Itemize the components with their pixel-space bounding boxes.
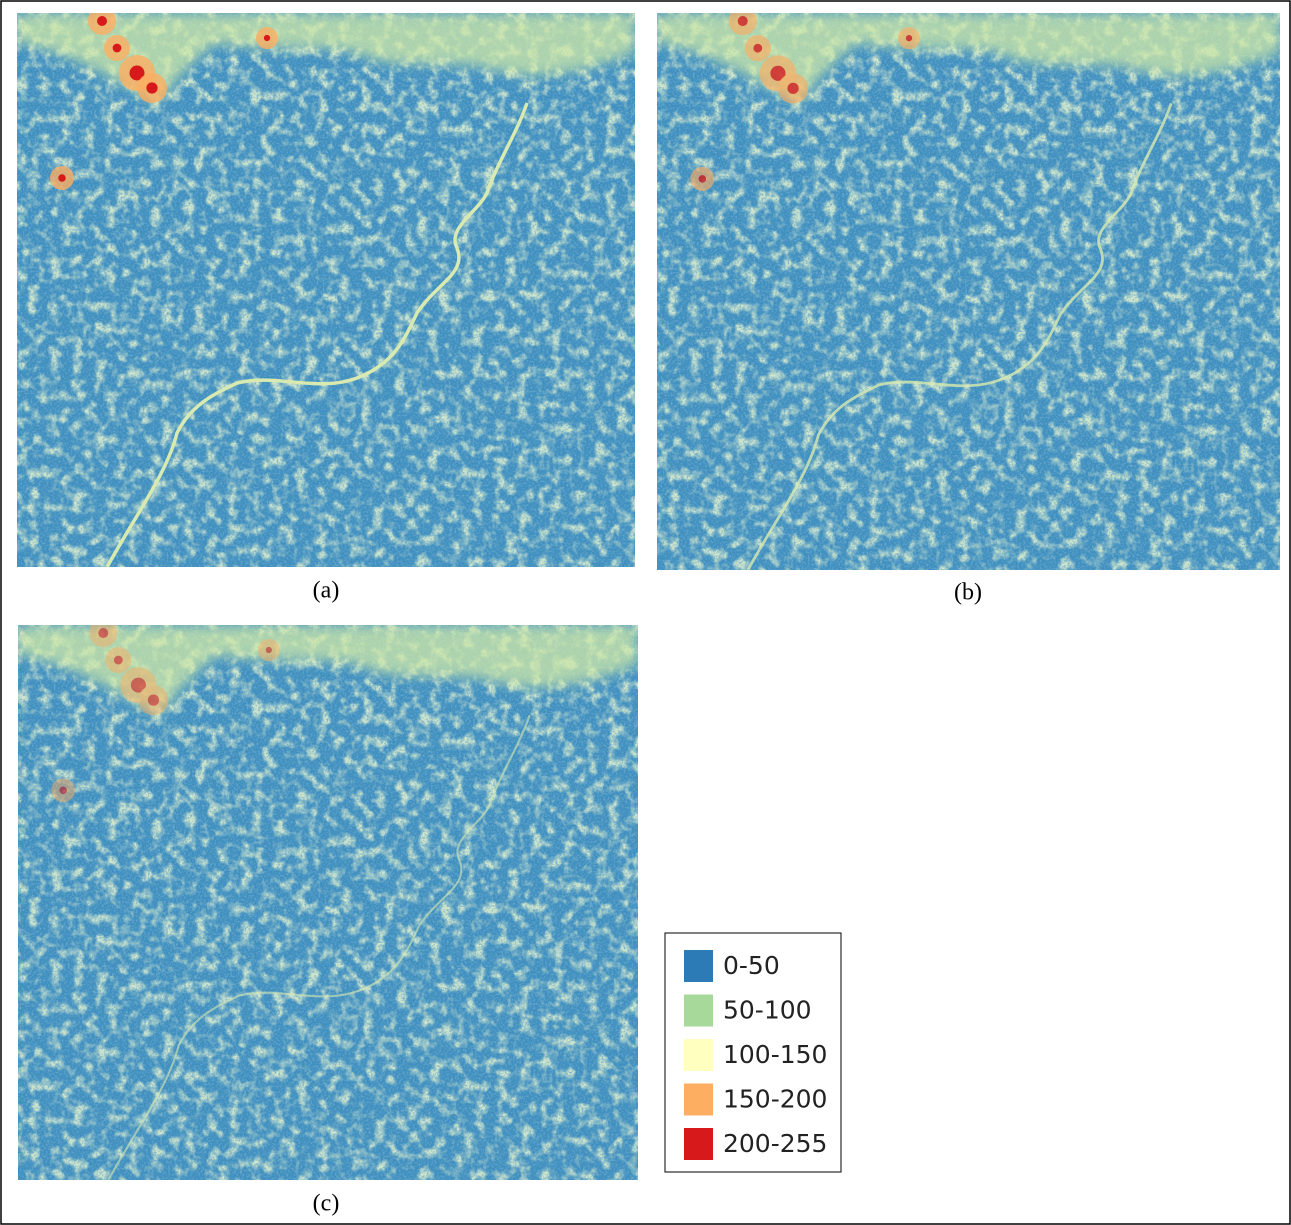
map-content: [657, 7, 1280, 570]
map-speckle: [18, 625, 638, 1180]
hotspot-core: [146, 82, 157, 93]
hotspot-core: [97, 16, 107, 26]
panel-caption: (b): [954, 580, 982, 606]
panel-caption: (a): [313, 578, 340, 604]
legend-label: 50-100: [723, 996, 812, 1025]
legend-swatch: [684, 1084, 713, 1116]
hotspot-core: [148, 695, 159, 706]
map-content: [18, 619, 638, 1180]
hotspot-core: [738, 16, 748, 26]
legend-label: 150-200: [723, 1085, 827, 1114]
hotspot-core: [906, 35, 912, 41]
hotspot-core: [753, 44, 762, 53]
hotspot-core: [59, 787, 67, 795]
legend-label: 200-255: [723, 1129, 827, 1158]
hotspot-core: [266, 647, 272, 653]
map-panel: [657, 7, 1280, 570]
figure: (a) (b) (c) 0-50 50-100 100-150 150-200 200-255: [0, 0, 1291, 1225]
hotspot-core: [699, 175, 707, 183]
hotspot-core: [58, 174, 66, 182]
legend-swatch: [684, 950, 713, 982]
hotspot-core: [113, 44, 122, 53]
map-panel: [17, 7, 635, 567]
hotspot-core: [264, 35, 270, 41]
map-speckle: [17, 13, 635, 567]
legend-label: 0-50: [723, 951, 780, 980]
legend: 0-50 50-100 100-150 150-200 200-255: [665, 933, 841, 1172]
hotspot-core: [98, 628, 108, 638]
map-speckle: [657, 13, 1280, 570]
map-content: [17, 7, 635, 567]
legend-label: 100-150: [723, 1040, 827, 1069]
hotspot-core: [114, 656, 123, 665]
legend-swatch: [684, 1039, 713, 1071]
map-panel: [18, 619, 638, 1180]
panel-caption: (c): [313, 1191, 340, 1217]
legend-swatch: [684, 1128, 713, 1160]
hotspot-core: [787, 83, 798, 94]
legend-swatch: [684, 995, 713, 1027]
